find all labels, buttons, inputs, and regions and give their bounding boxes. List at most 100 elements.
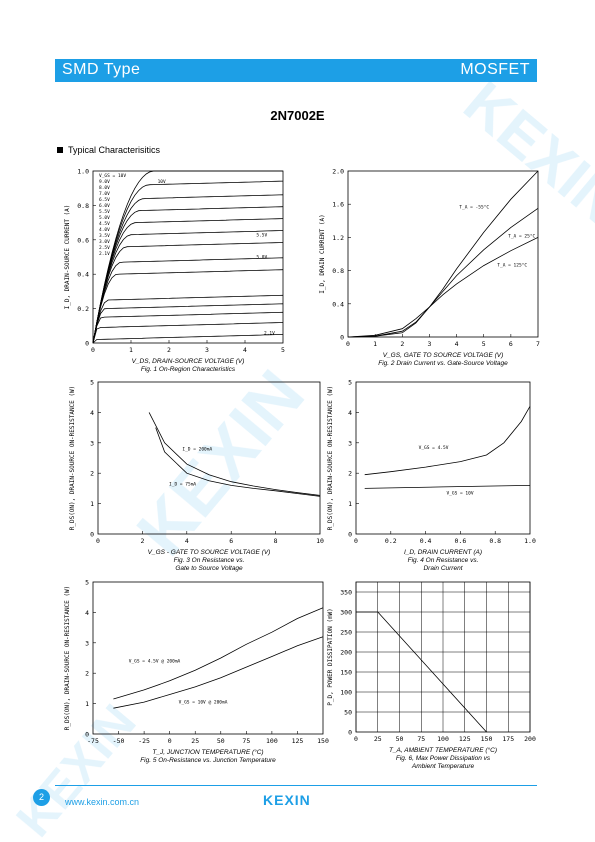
y-tick-label: 0	[348, 531, 352, 539]
fig6-chart: 0 25 50 75 100 125 150 175 200 0 50 100 150 200 250 300…	[327, 581, 536, 770]
series-line-4.5V	[364, 406, 531, 476]
series-line-PD	[356, 611, 487, 733]
series-line-7.0V	[92, 206, 284, 344]
annotation-2-1v: 2.1V	[264, 330, 275, 336]
plot-frame	[92, 170, 284, 344]
header-right-text: MOSFET	[460, 61, 530, 78]
x-tick-label: 1	[373, 340, 377, 348]
y-tick-label: 0	[85, 731, 89, 739]
legend-entry: 3.5V	[99, 233, 110, 239]
y-tick-label: 2	[90, 470, 94, 478]
x-tick-label: 4	[243, 346, 247, 354]
fig5-chart: -75 -50 -25 0 25 50 75 100 125 150 0 1 2 3 4 5 T_J, JUNC…	[64, 579, 329, 765]
y-tick-label: 2.0	[332, 168, 344, 176]
fig1-chart: 0 1 2 3 4 5 0 0.2 0.4 0.6 0.8 1.0 V_DS, DRAIN-SOURCE…	[64, 168, 285, 374]
y-tick-label: 5	[348, 379, 352, 387]
x-axis-label: V_GS - GATE TO SOURCE VOLTAGE (V)	[148, 549, 271, 556]
y-tick-label: 2	[348, 470, 352, 478]
fig3-chart: 0 2 4 6 8 10 0 1 2 3 4 5 V_GS - GATE TO SOURCE VOLTA…	[69, 379, 324, 573]
legend-entry: 8.0V	[99, 185, 110, 191]
header-left-text: SMD Type	[62, 61, 141, 78]
x-tick-label: 125	[292, 737, 304, 745]
label-125c: T_A = 125°C	[497, 262, 527, 268]
series-line-2.5V	[92, 322, 284, 344]
plot-frame	[92, 581, 324, 735]
x-tick-label: 5	[482, 340, 486, 348]
annotation-5-5v: 5.5V	[256, 232, 267, 238]
label-vgs-10v: V_GS = 10V	[446, 490, 473, 496]
x-tick-label: 10	[316, 537, 324, 545]
annotation-5-0v: 5.0V	[256, 255, 267, 261]
x-tick-label: 0	[96, 537, 100, 545]
legend-entry: 2.1V	[99, 251, 110, 257]
y-tick-label: 300	[340, 609, 352, 617]
x-tick-label: 100	[437, 735, 449, 743]
bullet-square-icon	[57, 147, 63, 153]
legend-entry: 7.0V	[99, 191, 110, 197]
x-tick-label: 2	[140, 537, 144, 545]
x-tick-label: 0	[354, 537, 358, 545]
series-line-3.5V	[92, 303, 284, 344]
y-tick-label: 250	[340, 629, 352, 637]
y-tick-label: 1	[348, 500, 352, 508]
y-tick-label: 0	[340, 334, 344, 342]
x-tick-label: 2	[167, 346, 171, 354]
x-tick-label: 5	[281, 346, 285, 354]
legend-entry: 5.5V	[99, 209, 110, 215]
y-axis-label: R_DS(ON), DRAIN-SOURCE ON-RESISTANCE (W)	[327, 386, 334, 531]
legend-entry: 9.0V	[99, 179, 110, 185]
label-minus55c: T_A = -55°C	[459, 204, 489, 210]
y-tick-label: 0.4	[77, 271, 89, 279]
y-tick-label: 0	[90, 531, 94, 539]
figure-caption: Fig. 6, Max Power Dissipation vs	[396, 755, 491, 762]
label-vgs-10v: V_GS = 10V @ 200mA	[179, 700, 228, 706]
x-tick-label: 1.0	[524, 537, 536, 545]
plot-frame	[355, 381, 531, 535]
legend-entry: 4.5V	[99, 221, 110, 227]
x-tick-label: 0.2	[385, 537, 397, 545]
y-axis-label: I_D, DRAIN-SOURCE CURRENT (A)	[64, 205, 71, 310]
series-line-10V	[113, 636, 324, 709]
x-tick-label: 150	[481, 735, 493, 743]
footer-divider	[55, 785, 537, 786]
label-25c: T_A = 25°C	[508, 233, 535, 239]
x-tick-label: 200	[524, 735, 536, 743]
x-tick-label: 50	[217, 737, 225, 745]
x-tick-label: 100	[266, 737, 278, 745]
y-tick-label: 0	[85, 340, 89, 348]
series-line-2.1V	[92, 334, 284, 344]
x-tick-label: 0	[168, 737, 172, 745]
y-tick-label: 350	[340, 589, 352, 597]
y-tick-label: 200	[340, 649, 352, 657]
footer-url-link[interactable]: www.kexin.com.cn	[65, 797, 140, 807]
series-line-75mA	[155, 427, 321, 497]
x-tick-label: -75	[87, 737, 99, 745]
annotation-10v: 10V	[158, 179, 166, 185]
y-tick-label: 0.6	[77, 236, 89, 244]
legend-entry: 4.0V	[99, 227, 110, 233]
y-tick-label: 150	[340, 669, 352, 677]
legend-entry: 5.0V	[99, 215, 110, 221]
y-tick-label: 0.8	[77, 202, 89, 210]
x-tick-label: 50	[396, 735, 404, 743]
y-tick-label: 4	[348, 409, 352, 417]
section-title: Typical Characterisitics	[57, 145, 160, 155]
x-tick-label: 0.6	[455, 537, 467, 545]
y-tick-label: 3	[90, 439, 94, 447]
series-line-6.0V	[92, 230, 284, 344]
y-tick-label: 50	[344, 709, 352, 717]
x-tick-label: 8	[274, 537, 278, 545]
label-vgs-4-5v: V_GS = 4.5V	[419, 445, 449, 451]
label-200ma: I_D = 200mA	[182, 446, 212, 452]
legend-entry: 2.5V	[99, 245, 110, 251]
y-tick-label: 3	[348, 439, 352, 447]
figure-caption-line2: Gate to Source Voltage	[175, 565, 243, 572]
y-tick-label: 1.6	[332, 201, 344, 209]
x-axis-label: I_D, DRAIN CURRENT (A)	[404, 549, 482, 556]
figure-caption: Fig. 5 On-Resistance vs. Junction Temper…	[140, 757, 276, 764]
x-tick-label: 7	[536, 340, 540, 348]
series-line-6.5V	[92, 218, 284, 344]
x-tick-label: 0	[346, 340, 350, 348]
figure-caption-line2: Drain Current	[423, 565, 463, 572]
y-axis-label: R_DS(ON), DRAIN-SOURCE ON-RESISTANCE (W)	[69, 386, 76, 531]
